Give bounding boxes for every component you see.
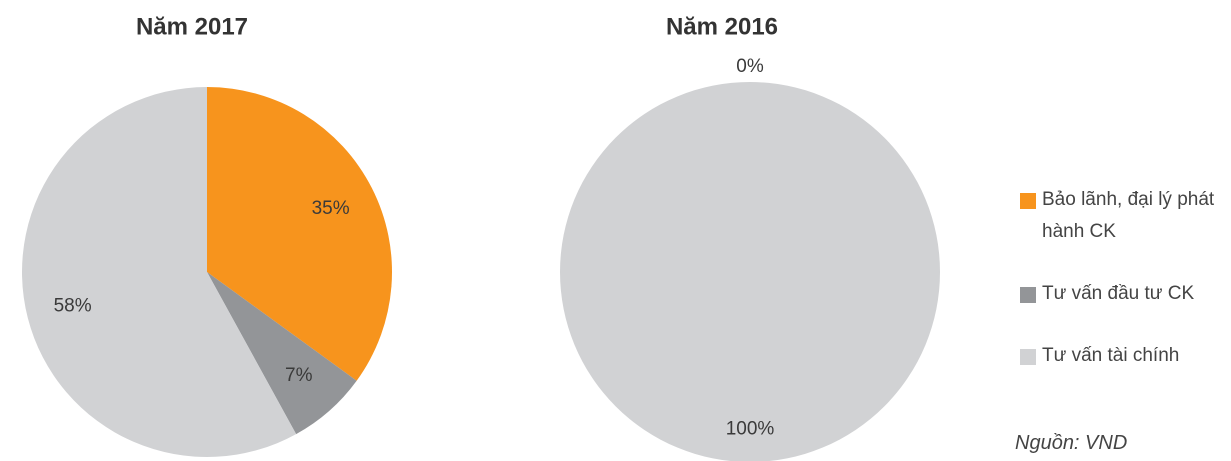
data-label: 7% (285, 365, 313, 386)
legend-swatch (1020, 349, 1036, 365)
legend-swatch (1020, 193, 1036, 209)
chart-title: Năm 2017 (136, 13, 248, 40)
source: Nguồn: VND (1015, 432, 1128, 454)
legend-item: Tư vấn đầu tư CK (1020, 283, 1231, 310)
pie-slice (207, 87, 393, 381)
legend-label: Tư vấn đầu tư CK (1042, 283, 1195, 304)
data-label: 35% (312, 198, 350, 219)
data-label: 0% (736, 56, 764, 77)
legend-item: Bảo lãnh, đại lý phát hành CK (1020, 189, 1231, 248)
pie-slice (560, 82, 940, 461)
data-label: 58% (54, 296, 92, 317)
pie-slice (22, 87, 297, 458)
pie-slice (207, 272, 357, 435)
legend-swatch (1020, 287, 1036, 303)
legend-label: Bảo lãnh, đại lý phát hành CK (1042, 189, 1215, 242)
charts: Năm 2017 35% 7% 58% Năm 2016 0% 100% (22, 13, 940, 461)
legend-label: Tư vấn tài chính (1042, 345, 1180, 366)
data-label: 100% (726, 419, 775, 440)
chart-title: Năm 2016 (666, 13, 778, 40)
legend-item: Tư vấn tài chính (1020, 345, 1231, 372)
